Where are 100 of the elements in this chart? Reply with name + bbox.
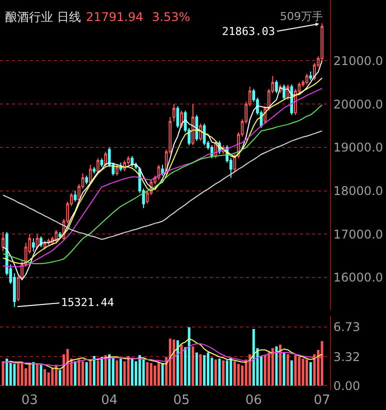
bar [92, 356, 96, 386]
bar [2, 361, 4, 386]
bar [275, 346, 278, 386]
x-tick-label: 04 [101, 393, 118, 408]
bar [150, 362, 152, 386]
bar [282, 352, 286, 386]
bar [206, 352, 210, 386]
line-series [2, 130, 323, 240]
text: 酿酒行业 日线 [5, 10, 81, 24]
bar [306, 359, 308, 386]
bar [146, 362, 149, 386]
bar [233, 361, 236, 386]
bar [264, 355, 266, 386]
bar [180, 344, 183, 386]
candlestick [116, 164, 118, 176]
bar [248, 354, 252, 386]
bar [188, 327, 190, 386]
bar [66, 349, 69, 386]
bar [214, 359, 217, 386]
bar [36, 364, 38, 386]
bar [112, 358, 114, 386]
bar [192, 346, 194, 386]
bar [294, 355, 297, 386]
candlestick [92, 166, 96, 174]
candlestick [176, 106, 180, 128]
y-tick-label: 16000.0 [333, 270, 384, 285]
bar [16, 362, 20, 386]
x-tick-label: 05 [173, 393, 190, 408]
bar [203, 355, 206, 386]
bar [226, 360, 228, 386]
bar [222, 360, 225, 386]
bar [9, 362, 12, 386]
bar [298, 356, 300, 386]
bar [195, 352, 198, 386]
y-tick-label: 20000.0 [333, 97, 384, 112]
annotation: 15321.44 [61, 296, 114, 309]
candlestick [191, 104, 194, 146]
x-tick-label: 06 [245, 393, 262, 408]
y-tick-label: 3.32 [333, 350, 360, 364]
candlestick [275, 80, 278, 94]
bar [6, 358, 8, 386]
y-tick-label: 19000.0 [333, 140, 384, 155]
bar [20, 362, 24, 386]
bar [168, 338, 172, 386]
bar [100, 356, 104, 386]
bar [74, 361, 76, 386]
candlestick [210, 144, 214, 159]
y-tick-label: 0.00 [333, 378, 360, 393]
line-series [2, 60, 323, 280]
bar [161, 362, 164, 386]
candlestick [88, 164, 92, 185]
bar [313, 354, 316, 386]
y-tick-label: 17000.0 [333, 227, 384, 242]
candlestick [199, 123, 202, 142]
candlestick [85, 175, 88, 185]
bar [108, 354, 111, 386]
bar [32, 362, 35, 386]
bar [142, 358, 145, 386]
bar [172, 339, 176, 386]
bar [302, 358, 304, 386]
bar [28, 362, 31, 386]
annotation: 21791.94 [86, 10, 144, 24]
bar [44, 369, 46, 386]
bar [176, 340, 179, 386]
bar [127, 356, 130, 386]
bar [271, 348, 274, 386]
bar [82, 361, 84, 386]
candlestick [32, 238, 35, 252]
bar [320, 341, 324, 386]
bar [104, 355, 107, 386]
candlestick [309, 71, 312, 81]
bar [154, 366, 156, 386]
bar [252, 328, 255, 386]
bar [96, 360, 100, 386]
candlestick [74, 190, 77, 202]
candlestick [96, 158, 100, 174]
bar [89, 359, 92, 386]
annotation: 509万手 [280, 10, 323, 23]
bar [279, 344, 282, 386]
bar [230, 358, 232, 386]
candlestick [305, 73, 308, 86]
bar [13, 364, 16, 386]
bar [51, 368, 54, 386]
candlestick [58, 232, 62, 239]
annotation: 3.53% [152, 10, 190, 24]
bar [116, 360, 118, 386]
bar [54, 364, 58, 386]
candlestick [172, 104, 176, 122]
x-tick-label: 07 [314, 393, 330, 408]
bar [290, 360, 293, 386]
bar [130, 358, 134, 386]
y-tick-label: 6.73 [333, 320, 360, 334]
candlestick [282, 84, 286, 100]
candlestick [104, 151, 107, 168]
candlestick [161, 164, 164, 176]
annotation: 21863.03 [222, 25, 275, 38]
bar [138, 355, 141, 386]
y-tick-label: 18000.0 [333, 184, 384, 198]
bar [286, 354, 290, 386]
y-tick-label: 21000.0 [333, 54, 384, 68]
